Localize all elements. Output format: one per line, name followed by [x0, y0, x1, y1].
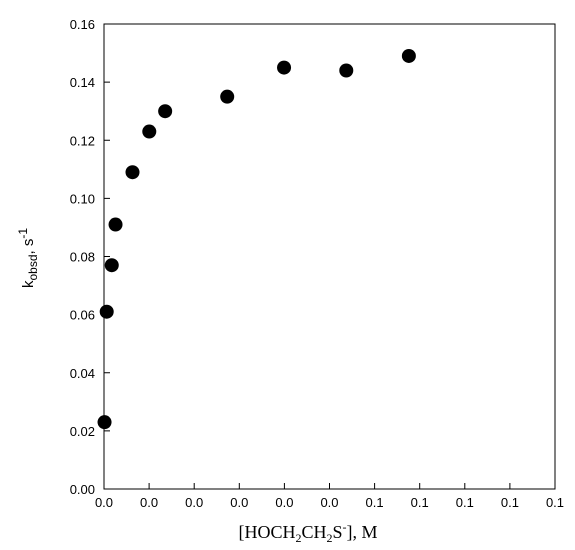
data-point — [108, 217, 123, 232]
x-tick-label: 0.0 — [275, 495, 293, 510]
data-point — [277, 60, 292, 75]
x-axis-ticks: 0.0 0.0 0.0 0.0 0.0 0.0 0.1 0.1 0.1 0.1 0.1 — [95, 483, 564, 510]
data-point — [158, 104, 173, 119]
x-tick-label: 0.1 — [501, 495, 519, 510]
y-tick-label: 0.12 — [70, 133, 95, 148]
y-axis-title: kobsd, s-1 — [16, 228, 40, 288]
y-tick-label: 0.10 — [70, 191, 95, 206]
data-point — [99, 304, 114, 319]
data-point — [142, 124, 157, 139]
x-tick-label: 0.1 — [456, 495, 474, 510]
data-point — [97, 415, 112, 430]
data-point — [339, 63, 354, 78]
x-tick-label: 0.1 — [366, 495, 384, 510]
y-tick-label: 0.16 — [70, 17, 95, 32]
y-tick-label: 0.00 — [70, 482, 95, 497]
x-tick-label: 0.0 — [95, 495, 113, 510]
y-tick-label: 0.14 — [70, 75, 95, 90]
x-tick-label: 0.1 — [411, 495, 429, 510]
plot-frame — [103, 23, 556, 490]
y-tick-label: 0.08 — [70, 250, 95, 265]
y-tick-label: 0.02 — [70, 424, 95, 439]
x-tick-label: 0.0 — [230, 495, 248, 510]
y-axis-ticks: 0.00 0.02 0.04 0.06 0.08 0.10 0.12 0.14 0.16 — [70, 17, 110, 497]
data-points — [97, 48, 416, 430]
x-axis-title: [HOCH2CH2S-], M — [238, 520, 377, 545]
data-point — [125, 165, 140, 180]
x-tick-label: 0.1 — [546, 495, 564, 510]
data-point — [401, 48, 416, 63]
data-point — [220, 89, 235, 104]
y-tick-label: 0.04 — [70, 366, 95, 381]
x-tick-label: 0.0 — [185, 495, 203, 510]
x-tick-label: 0.0 — [320, 495, 338, 510]
x-tick-label: 0.0 — [140, 495, 158, 510]
data-point — [104, 258, 119, 273]
y-tick-label: 0.06 — [70, 308, 95, 323]
